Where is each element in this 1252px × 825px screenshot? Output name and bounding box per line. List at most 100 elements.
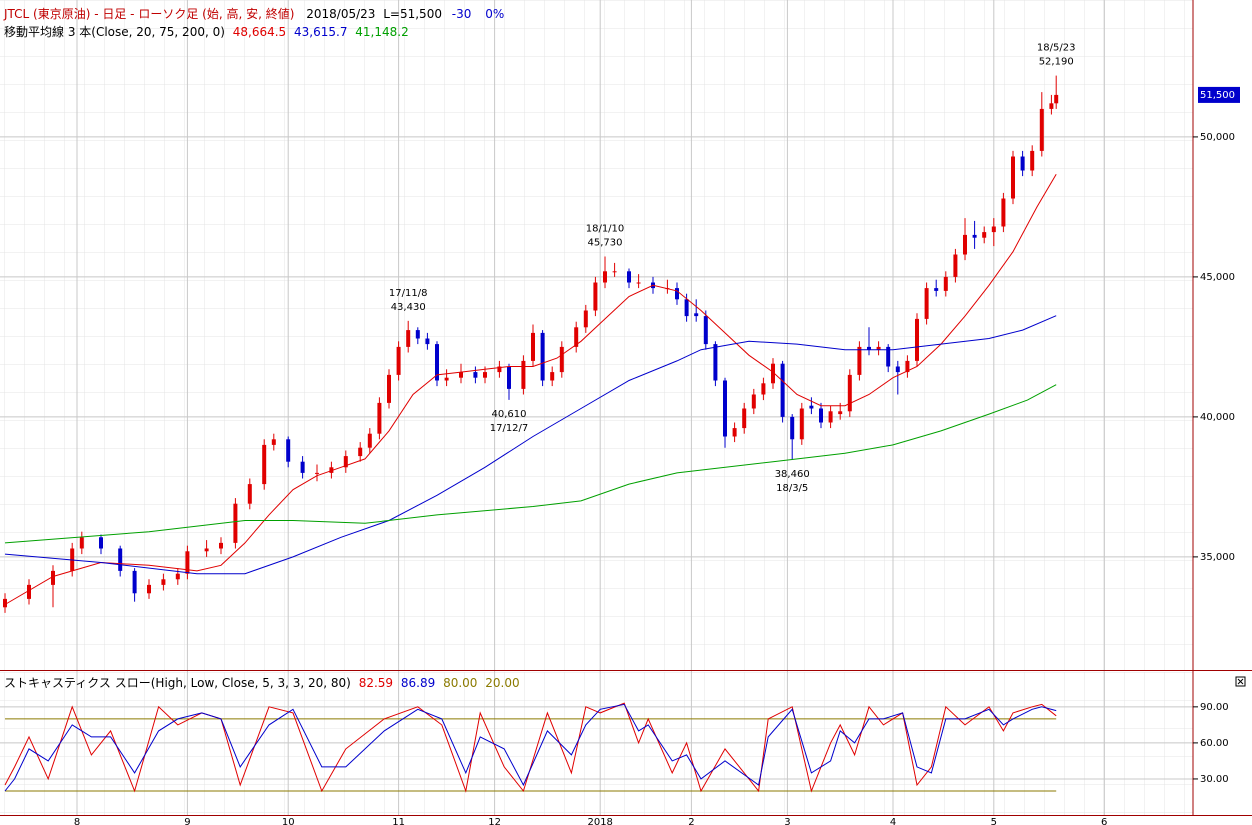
candle-body [838,411,843,415]
annotation-value: 40,610 [492,409,527,420]
last: L=51,500 [383,7,442,21]
candle-body [771,363,775,384]
y-tick-label: 30.00 [1200,774,1229,785]
chart-title: JTCL (東京原油) - 日足 - ローソク足 (始, 高, 安, 終値) [3,6,294,21]
candle-body [27,584,31,599]
line-series [4,315,1057,575]
candle-body [1001,198,1006,227]
candle-body [583,310,588,328]
candle-body [315,472,319,474]
stoch-title: ストキャスティクス スロー(High, Low, Close, 5, 3, 3,… [4,676,351,690]
grid-background [0,672,1193,815]
candle-body [915,318,919,361]
candle-body [425,338,430,345]
candle-body [1020,156,1025,171]
candle-body [415,330,420,339]
candle-body [627,271,631,283]
candle-body [867,346,871,350]
candle-body [809,405,814,409]
x-tick-label: 11 [392,817,405,825]
candle-body [1049,103,1054,109]
candle-body [358,447,363,457]
candle-body [790,416,795,440]
candle-body [886,346,891,367]
candle-body [147,584,151,594]
candle-body [636,282,641,284]
candle-body [924,288,929,319]
legend-entry: 43,615.7 [294,25,347,39]
annotation-value: 45,730 [588,237,623,248]
candle-body [219,542,223,549]
candle-body [79,537,84,549]
candle-body [118,548,123,571]
candle-body [387,374,391,403]
candle-body [761,383,766,395]
candle-body [247,484,252,504]
candle-body [271,439,276,445]
candle-body [175,573,180,580]
candle-body [262,444,267,485]
candle-body [972,234,977,238]
candle-body [204,548,209,552]
close-icon [1237,678,1244,685]
candle-body [406,330,411,347]
candle-body [612,271,617,273]
annotation-value: 38,460 [775,469,810,480]
candle-body [483,372,487,378]
legend-entry: 82.59 [359,676,393,690]
candle-body [742,408,747,429]
candle-body [343,456,348,468]
candle-body [934,288,939,291]
change-pct: 0% [485,7,504,21]
x-tick-label: 2018 [587,817,612,825]
candle-body [435,344,439,381]
candle-body [799,408,804,440]
annotation-date: 18/1/10 [586,223,625,234]
candle-body [963,234,967,255]
annotation-date: 18/5/23 [1037,43,1076,54]
candle-body [1054,94,1059,104]
legend-entry: 80.00 [443,676,477,690]
candle-body [847,374,852,412]
candle-body [444,377,449,381]
stochastic-panel [0,702,1193,793]
change: -30 [452,7,472,21]
candle-body [99,537,103,549]
candle-body [675,288,679,300]
grid-background [0,0,1193,670]
last-price-box [1198,86,1240,103]
x-tick-label: 9 [184,817,190,825]
y-tick-label: 50,000 [1200,132,1235,143]
candle-body [1011,156,1015,199]
candle-body [507,366,511,389]
legend-entry: 48,664.5 [233,25,286,39]
x-tick-label: 12 [488,817,501,825]
candle-body [300,461,305,473]
main-panel: 18/5/23 52,190 18/1/10 45,730 17/11/8 43,430 1… [0,0,1193,815]
candle-body [377,402,382,434]
candle-body [780,363,785,417]
candle-body [497,366,502,373]
line-series [4,702,1057,793]
x-tick-label: 6 [1101,817,1107,825]
candle-body [982,232,987,238]
annotation-date: 17/12/7 [490,423,529,434]
candle-body [943,276,948,291]
indicator-legend: 移動平均線 3 本(Close, 20, 75, 200, 0) 48,664.… [4,24,409,39]
indicator-title: 移動平均線 3 本(Close, 20, 75, 200, 0) [4,24,225,39]
candle-body [713,344,718,381]
x-tick-label: 2 [688,817,694,825]
candle-body [3,598,7,608]
candle-body [473,372,478,378]
annotation-value: 52,190 [1039,57,1074,68]
y-tick-label: 45,000 [1200,272,1235,283]
x-tick-label: 3 [784,817,790,825]
legend-entry: 41,148.2 [355,25,408,39]
candle-body [593,282,598,311]
legend-entry: 20.00 [485,676,519,690]
line-series [4,703,1057,792]
candle-body [895,366,900,373]
candle-body [694,313,699,317]
